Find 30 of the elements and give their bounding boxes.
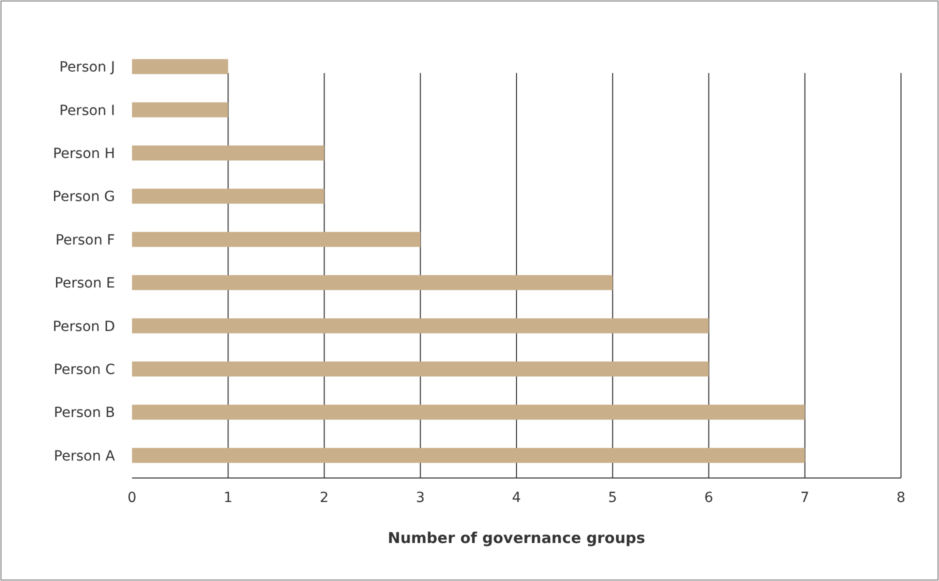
bar xyxy=(132,448,805,463)
y-tick-label: Person C xyxy=(54,362,116,378)
x-tick-label: 2 xyxy=(320,490,329,506)
y-tick-label: Person F xyxy=(55,232,115,248)
bar xyxy=(132,404,805,420)
x-tick-label: 5 xyxy=(608,490,618,506)
bar xyxy=(132,102,228,118)
y-tick-label: Person G xyxy=(52,189,115,206)
x-tick-label: 1 xyxy=(224,490,233,506)
bar xyxy=(132,188,324,204)
x-tick-label: 8 xyxy=(896,490,906,506)
y-tick-label: Person D xyxy=(52,318,115,335)
x-tick-label: 7 xyxy=(800,490,810,506)
y-tick-label: Person A xyxy=(54,448,116,464)
y-tick-label: Person J xyxy=(59,60,115,76)
bar xyxy=(132,275,613,290)
x-tick-label: 3 xyxy=(416,490,425,506)
bar xyxy=(132,146,324,160)
bar xyxy=(132,362,709,376)
x-tick-label: 0 xyxy=(128,490,136,506)
x-axis-title: Number of governance groups xyxy=(388,529,646,547)
bar xyxy=(132,318,709,334)
y-tick-label: Person B xyxy=(54,405,115,422)
x-tick-label: 4 xyxy=(512,490,522,506)
x-tick-label: 6 xyxy=(704,490,714,506)
y-tick-label: Person I xyxy=(59,102,115,119)
y-tick-label: Person H xyxy=(52,146,115,162)
y-tick-label: Person E xyxy=(54,276,115,292)
bar xyxy=(132,232,420,247)
bar xyxy=(132,59,228,74)
